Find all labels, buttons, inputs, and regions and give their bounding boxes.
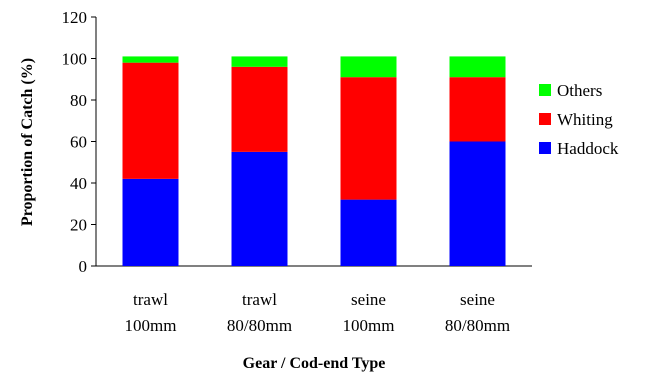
legend-swatch-others [539,84,551,96]
x-tick-label: seine [460,290,495,309]
bar-segment-haddock [340,199,397,266]
legend-label-haddock: Haddock [557,139,619,158]
bars [122,56,506,266]
y-tick-label: 40 [70,174,87,193]
legend-swatch-whiting [539,113,551,125]
x-axis: trawl 100mm trawl 80/80mm seine 100mm seine 80/… [96,265,532,335]
y-tick-label: 20 [70,216,87,235]
bar-segment-whiting [449,77,506,142]
x-tick-label: 80/80mm [445,316,510,335]
y-tick-label: 80 [70,91,87,110]
bar-segment-haddock [449,141,506,266]
bar-segment-whiting [231,66,288,152]
x-tick-labels: trawl 100mm trawl 80/80mm seine 100mm seine 80/… [125,290,511,335]
bar-segment-others [449,56,506,78]
x-tick-label: trawl [133,290,168,309]
y-axis-title: Proportion of Catch (%) [19,58,36,226]
legend-label-whiting: Whiting [557,110,613,129]
y-tick-label: 120 [62,8,88,27]
x-tick-label: 80/80mm [227,316,292,335]
bar-segment-whiting [122,62,179,179]
legend: Others Whiting Haddock [539,81,619,158]
bar-segment-others [231,56,288,67]
bar-segment-haddock [231,151,288,266]
bar-segment-whiting [340,77,397,200]
bar-segment-haddock [122,178,179,266]
bar-segment-others [340,56,397,78]
bar-segment-others [122,56,179,63]
x-tick-label: trawl [242,290,277,309]
y-ticks: 0 20 40 60 80 100 120 [62,8,96,276]
x-tick-label: seine [351,290,386,309]
y-tick-label: 100 [62,50,88,69]
legend-label-others: Others [557,81,602,100]
x-tick-label: 100mm [125,316,177,335]
x-axis-title: Gear / Cod-end Type [243,355,386,372]
x-tick-label: 100mm [343,316,395,335]
y-tick-label: 60 [70,133,87,152]
y-tick-label: 0 [79,257,88,276]
y-axis: 0 20 40 60 80 100 120 [62,8,97,276]
legend-swatch-haddock [539,142,551,154]
